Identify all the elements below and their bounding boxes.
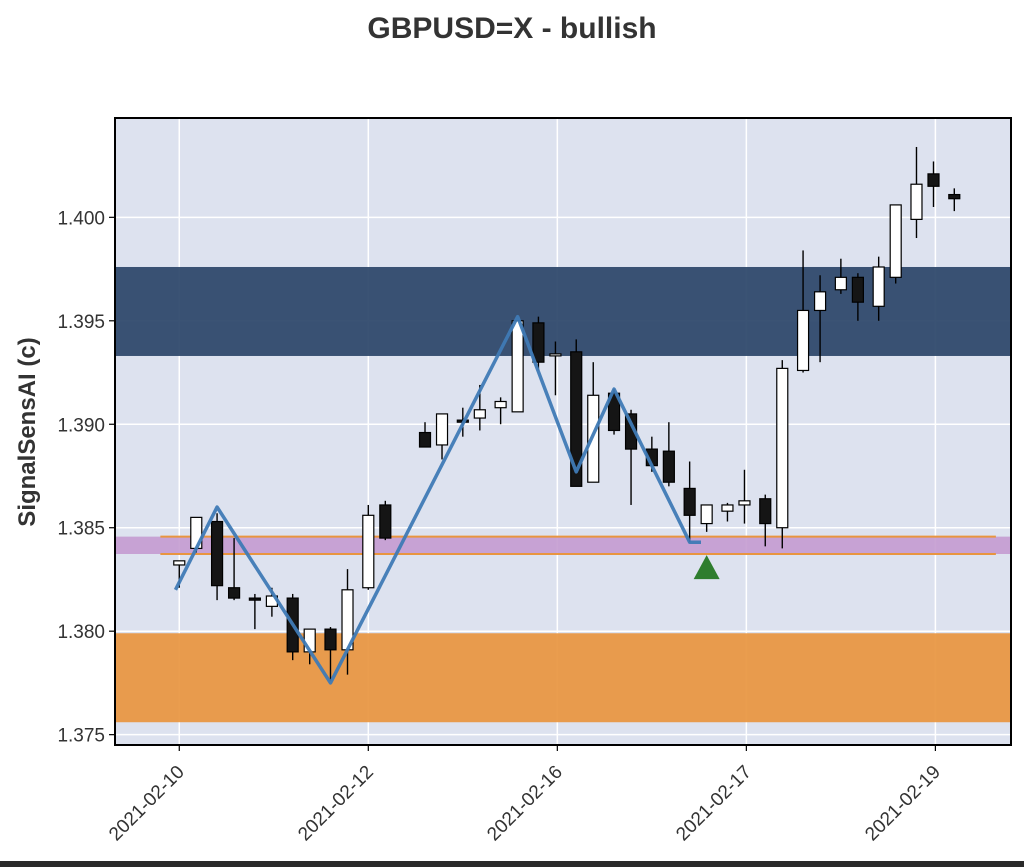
- candle-up: [511, 320, 524, 413]
- candle-down: [851, 276, 864, 303]
- candle-down: [379, 504, 392, 539]
- x-tick-label: 2021-02-19: [861, 762, 945, 846]
- x-axis-ticks: 2021-02-10 2021-02-12 2021-02-16 2021-02-17…: [105, 745, 945, 845]
- candle-down: [927, 173, 940, 187]
- y-tick-label: 1.375: [57, 726, 105, 747]
- x-tick-label: 2021-02-16: [483, 762, 567, 846]
- support-zone: [115, 633, 1011, 723]
- candle-up: [721, 504, 734, 512]
- plot-inner: [115, 118, 1011, 745]
- candle-up: [362, 514, 375, 589]
- buy-signal-marker: [693, 555, 720, 580]
- candle-up: [549, 353, 562, 357]
- candle-up: [872, 266, 885, 307]
- plot-frame: [114, 117, 1012, 746]
- candle-down: [210, 520, 224, 587]
- pivot-band: [115, 536, 1011, 555]
- candle-up: [435, 413, 449, 446]
- y-tick-label: 1.390: [57, 415, 105, 436]
- candle-up: [173, 560, 186, 566]
- candle-up: [776, 367, 789, 529]
- y-tick-label: 1.400: [57, 208, 105, 229]
- candle-down: [532, 322, 545, 363]
- y-tick-label: 1.385: [57, 519, 105, 540]
- candle-up: [494, 400, 507, 409]
- candle-down: [570, 351, 583, 487]
- zigzag-line: [173, 314, 701, 685]
- candle-up: [473, 409, 486, 419]
- candle-up: [889, 204, 902, 278]
- x-tick-label: 2021-02-10: [105, 762, 189, 846]
- candle-up: [834, 276, 847, 291]
- candle-down: [759, 498, 772, 525]
- candle-down: [662, 450, 675, 483]
- candle-down: [248, 597, 261, 601]
- candle-down: [227, 587, 241, 599]
- candle-up: [738, 500, 751, 506]
- chart-title: GBPUSD=X - bullish: [367, 12, 656, 45]
- y-axis-label: SignalSensAI (c): [14, 337, 41, 526]
- candle-up: [796, 309, 810, 372]
- candle-up: [910, 183, 923, 220]
- y-axis-ticks: 1.375 1.380 1.385 1.390 1.395 1.400: [57, 208, 115, 747]
- x-tick-label: 2021-02-12: [294, 762, 378, 846]
- candle-down: [418, 431, 432, 448]
- window-bottom-edge: [0, 861, 1024, 867]
- candle-up: [700, 504, 713, 525]
- x-tick-label: 2021-02-17: [672, 762, 756, 846]
- candle-down: [948, 193, 961, 200]
- candle-down: [683, 487, 696, 516]
- y-tick-label: 1.380: [57, 622, 105, 643]
- plot-area: [114, 117, 1012, 746]
- candle-down: [324, 628, 337, 651]
- y-tick-label: 1.395: [57, 312, 105, 333]
- candle-up: [813, 291, 827, 312]
